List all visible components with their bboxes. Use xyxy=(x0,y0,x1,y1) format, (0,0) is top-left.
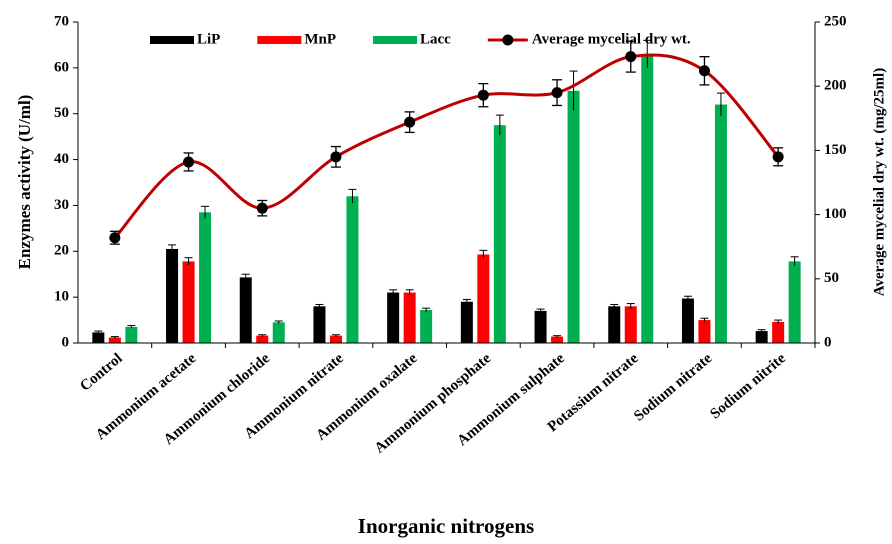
marker xyxy=(772,151,784,163)
error-bar xyxy=(462,298,471,305)
error-bar xyxy=(274,320,283,324)
bar xyxy=(403,292,416,343)
x-tick-label: Control xyxy=(77,350,125,394)
bar xyxy=(256,335,269,343)
bar xyxy=(313,306,326,343)
error-bar xyxy=(479,249,488,259)
bar xyxy=(534,310,547,343)
y2-axis-label: Average mycelial dry wt. (mg/25ml) xyxy=(871,68,887,296)
bar xyxy=(493,125,506,343)
error-bar xyxy=(757,329,766,333)
bar xyxy=(420,309,433,343)
error-bar xyxy=(241,273,250,281)
error-bar xyxy=(405,289,414,296)
y-tick-label: 50 xyxy=(54,105,69,121)
marker xyxy=(551,87,563,99)
error-bar xyxy=(716,92,725,117)
legend-label: LiP xyxy=(197,31,220,47)
legend-swatch xyxy=(373,36,418,44)
bar xyxy=(108,337,121,343)
y-tick-label: 40 xyxy=(54,151,69,167)
error-bar xyxy=(610,303,619,309)
y2-tick-label: 50 xyxy=(824,270,839,286)
y-tick-label: 30 xyxy=(54,197,69,213)
y-tick-label: 60 xyxy=(54,59,69,75)
error-bar xyxy=(626,303,635,310)
error-bar xyxy=(422,307,431,312)
error-bar xyxy=(536,308,545,313)
y2-tick-label: 250 xyxy=(824,13,847,29)
error-bar xyxy=(184,257,193,266)
bar xyxy=(199,212,212,343)
bar xyxy=(772,321,785,343)
bar xyxy=(788,261,801,343)
bar xyxy=(641,54,654,343)
error-bar xyxy=(553,335,562,338)
bar xyxy=(272,322,285,343)
bar xyxy=(239,277,252,343)
bar xyxy=(92,332,105,343)
marker xyxy=(404,116,416,128)
bar xyxy=(125,326,138,343)
x-axis-label: Inorganic nitrogens xyxy=(358,514,534,538)
error-bar xyxy=(168,244,177,254)
bar xyxy=(681,298,694,343)
bar xyxy=(551,336,564,343)
bar xyxy=(182,261,195,343)
error-bar xyxy=(569,70,578,111)
error-bar xyxy=(258,334,267,337)
y-axis-label: Enzymes activity (U/ml) xyxy=(15,95,34,270)
bar xyxy=(608,306,621,343)
error-bar xyxy=(201,205,210,219)
y2-tick-label: 200 xyxy=(824,78,847,94)
line xyxy=(113,53,780,239)
marker xyxy=(183,156,195,168)
error-bar xyxy=(495,114,504,136)
error-bar xyxy=(700,317,709,322)
legend-label: MnP xyxy=(304,31,336,47)
error-bar xyxy=(315,303,324,309)
y2-tick-label: 150 xyxy=(824,142,847,158)
error-bar xyxy=(389,289,398,296)
marker xyxy=(698,65,710,77)
error-bar xyxy=(774,319,783,324)
bar xyxy=(624,306,637,343)
x-tick-label: Sodium nitrite xyxy=(707,350,789,422)
legend-marker xyxy=(502,34,514,46)
error-bar xyxy=(127,325,136,329)
error-bar xyxy=(348,188,357,204)
y-tick-label: 20 xyxy=(54,243,69,259)
legend-label: Lacc xyxy=(420,31,451,47)
bar xyxy=(567,90,580,344)
y2-tick-label: 100 xyxy=(824,206,847,222)
bar xyxy=(346,196,359,343)
bar xyxy=(755,331,768,343)
y2-tick-label: 0 xyxy=(824,334,832,350)
bar xyxy=(460,301,473,343)
legend-label: Average mycelial dry wt. xyxy=(532,31,691,47)
error-bar xyxy=(331,334,340,337)
x-tick-label: Sodium nitrate xyxy=(631,350,715,424)
y-tick-label: 70 xyxy=(54,13,69,29)
bar xyxy=(477,254,490,343)
y-tick-label: 10 xyxy=(54,289,69,305)
legend-swatch xyxy=(257,36,302,44)
error-bar xyxy=(94,330,103,334)
y-tick-label: 0 xyxy=(62,334,70,350)
legend-swatch xyxy=(150,36,194,44)
bar xyxy=(166,248,179,343)
marker xyxy=(477,89,489,101)
marker xyxy=(625,51,637,63)
bar xyxy=(387,292,400,343)
bar xyxy=(329,335,342,343)
marker xyxy=(330,151,342,163)
error-bar xyxy=(110,336,119,339)
error-bar xyxy=(683,295,692,301)
bar xyxy=(698,320,711,343)
bar xyxy=(714,104,727,344)
marker xyxy=(256,202,268,214)
error-bar xyxy=(790,256,799,266)
marker xyxy=(109,232,121,244)
